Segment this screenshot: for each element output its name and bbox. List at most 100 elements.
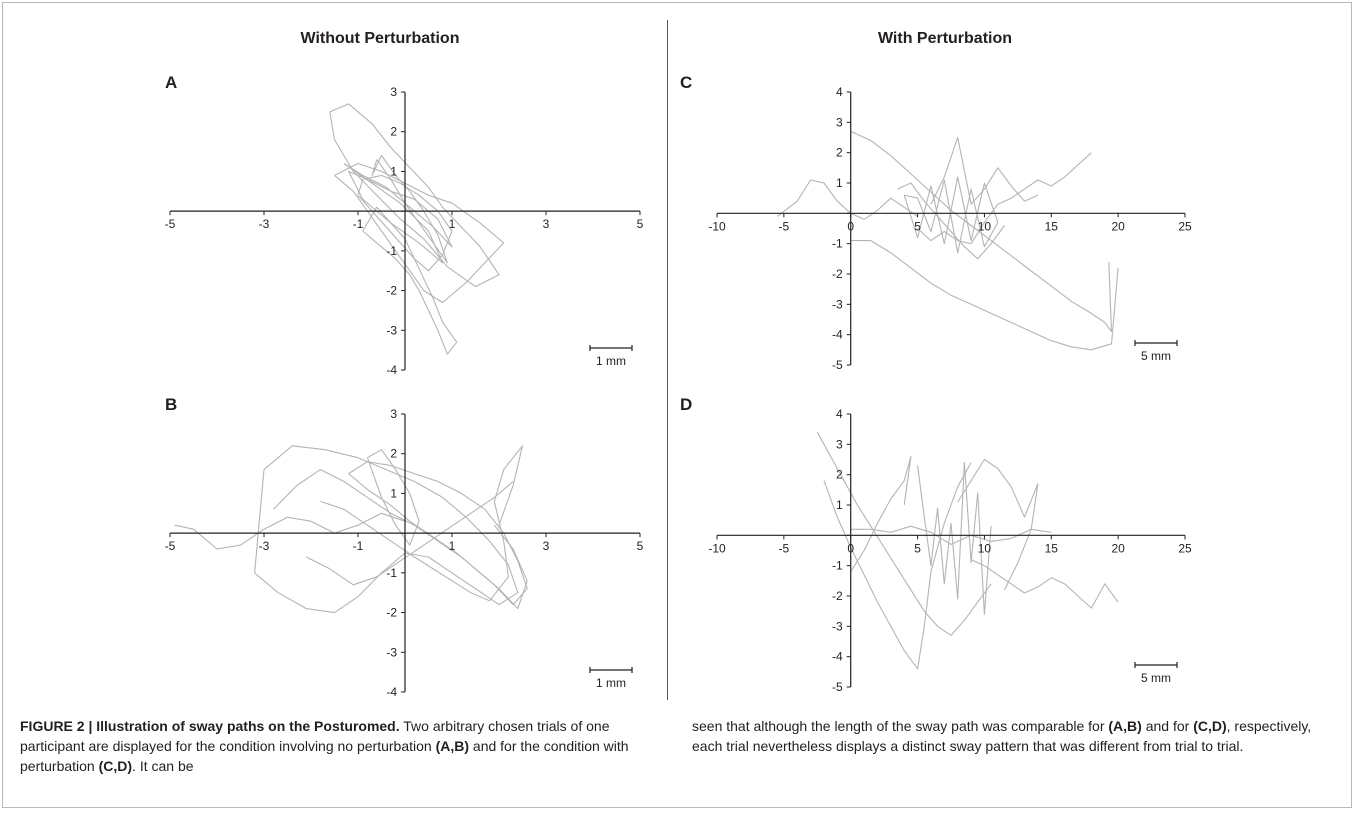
sway-path-line [320,445,524,602]
caption-ref-ab: (A,B) [435,738,470,754]
sway-path-line [254,445,519,614]
sway-path-line [348,461,528,606]
y-tick-label: 2 [390,447,397,461]
y-tick-label: 1 [836,176,843,190]
caption-text-3b: seen that although the length of the swa… [692,718,1109,734]
panel-c-chart: C -10 -5 0 5 10 15 20 25 4 3 2 1 -1 -2 -3 -4 -5 5 mm [680,73,1192,372]
y-tick-label: -2 [386,606,397,620]
x-tick-label: 15 [1045,541,1059,555]
panel-b-chart: B -5 -3 -1 1 3 5 3 2 1 -1 -2 -3 -4 1 mm [165,395,644,699]
y-tick-label: 3 [836,115,843,129]
caption-ref-cd: (C,D) [98,758,133,774]
sway-path-line [917,461,992,615]
sway-path-line [329,103,500,288]
y-tick-label: 2 [836,468,843,482]
sway-path-line [850,455,912,572]
x-tick-label: -5 [165,539,176,553]
x-tick-label: 25 [1178,219,1192,233]
caption-left: FIGURE 2 | Illustration of sway paths on… [20,716,660,776]
scale-bar-label: 1 mm [596,354,626,368]
x-tick-label: 20 [1111,541,1125,555]
right-column-title: With Perturbation [877,30,1013,47]
scale-bar-label: 5 mm [1141,349,1171,363]
caption-ref-ab-2: (A,B) [1108,718,1142,734]
series-group [174,445,528,614]
caption-figure-label: FIGURE 2 | Illustration of sway paths on… [20,718,400,734]
sway-path-line [970,559,1119,609]
x-tick-label: -10 [708,219,726,233]
x-tick-label: -5 [779,541,790,555]
y-tick-label: -3 [832,297,843,311]
caption-text-2: and for the condition with perturbation [20,738,629,774]
x-tick-label: 3 [543,217,550,231]
caption-text-5: , respectively, each trial nevertheless … [692,718,1312,754]
y-tick-label: -2 [386,284,397,298]
y-tick-label: -3 [386,645,397,659]
caption-right: seen that although the length of the swa… [692,716,1332,756]
y-tick-label: 1 [836,498,843,512]
y-tick-label: -3 [832,619,843,633]
scale-bar-label: 1 mm [596,676,626,690]
y-tick-label: -2 [832,589,843,603]
y-tick-label: -4 [386,363,397,377]
x-tick-label: -5 [779,219,790,233]
x-tick-label: 10 [978,219,992,233]
sway-path-line [903,176,999,254]
sway-path-line [357,174,453,272]
scale-bar-label: 5 mm [1141,671,1171,685]
y-tick-label: -4 [386,685,397,699]
sway-path-line [823,462,972,670]
x-tick-label: 0 [847,219,854,233]
y-tick-label: -1 [386,244,397,258]
panel-label: C [680,73,692,92]
sway-path-line [957,458,1039,591]
y-tick-label: 2 [390,125,397,139]
sway-path-line [366,449,420,546]
y-tick-label: -5 [832,680,843,694]
caption-text-4: and for [1141,718,1194,734]
x-tick-label: -3 [259,539,270,553]
y-tick-label: 4 [836,85,843,99]
series-group [816,431,1119,670]
y-tick-label: -4 [832,328,843,342]
x-tick-label: 3 [543,539,550,553]
x-tick-label: 1 [449,217,456,231]
y-tick-label: -3 [386,323,397,337]
x-tick-label: 0 [847,541,854,555]
panel-a-chart: A -5 -3 -1 1 3 5 3 2 1 -1 -2 -3 -4 1 mm [165,73,644,377]
y-tick-label: -1 [832,237,843,251]
x-tick-label: -5 [165,217,176,231]
sway-path-line [850,240,1119,351]
x-tick-label: -1 [353,217,364,231]
x-tick-label: 20 [1111,219,1125,233]
y-tick-label: 3 [836,437,843,451]
left-column-title: Without Perturbation [300,30,460,47]
sway-path-line [816,431,992,636]
x-tick-label: -3 [259,217,270,231]
y-tick-label: -4 [832,650,843,664]
y-tick-label: -2 [832,267,843,281]
panel-label: A [165,73,177,92]
x-tick-label: -10 [708,541,726,555]
sway-path-line [917,152,1092,245]
x-tick-label: 10 [978,541,992,555]
y-tick-label: 3 [390,85,397,99]
x-tick-label: -1 [353,539,364,553]
sway-path-line [343,163,453,264]
x-tick-label: 5 [914,541,921,555]
y-tick-label: 2 [836,146,843,160]
sway-path-line [174,512,406,550]
series-group [776,130,1119,351]
x-tick-label: 5 [637,539,644,553]
panel-label: D [680,395,692,414]
sway-path-line [897,182,1005,260]
x-tick-label: 5 [914,219,921,233]
x-tick-label: 25 [1178,541,1192,555]
y-tick-label: -5 [832,358,843,372]
sway-path-line [850,130,1113,333]
caption-ref-cd-2: (C,D) [1193,718,1227,734]
x-tick-label: 5 [637,217,644,231]
y-tick-label: 1 [390,164,397,178]
x-tick-label: 1 [449,539,456,553]
